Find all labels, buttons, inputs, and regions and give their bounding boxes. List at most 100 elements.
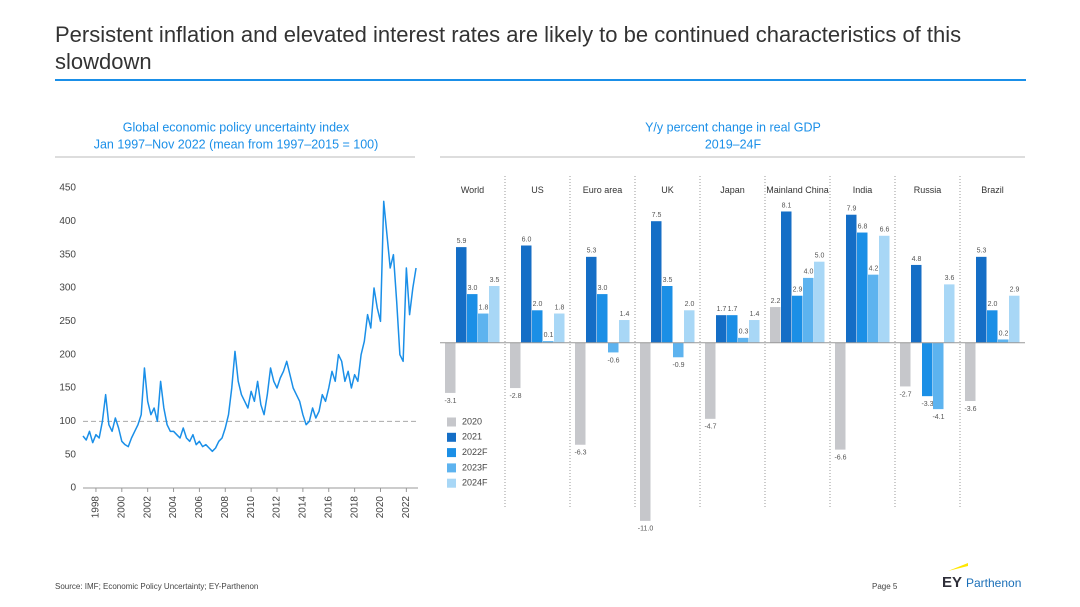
value-label: 5.9 bbox=[457, 238, 467, 245]
value-label: 0.2 bbox=[999, 330, 1009, 337]
category-label-box: India bbox=[852, 185, 873, 195]
category-label-box: Mainland China bbox=[766, 185, 829, 195]
x-tick-label: 2020 bbox=[375, 496, 386, 519]
value-label: -3.6 bbox=[964, 406, 976, 413]
value-label: -2.7 bbox=[899, 391, 911, 398]
bar bbox=[835, 342, 846, 450]
value-label: 5.0 bbox=[815, 253, 825, 260]
title-rule bbox=[55, 79, 1026, 81]
value-label: 2.0 bbox=[685, 301, 695, 308]
category-label-box: Japan bbox=[720, 185, 745, 195]
value-label: -4.1 bbox=[932, 414, 944, 421]
bar bbox=[651, 221, 662, 343]
x-tick-label: 2014 bbox=[298, 496, 309, 519]
bar bbox=[467, 294, 478, 343]
legend-swatch bbox=[447, 432, 456, 442]
y-tick-label: 200 bbox=[59, 349, 76, 360]
bar bbox=[716, 315, 727, 343]
value-label: 5.3 bbox=[587, 248, 597, 255]
bar bbox=[586, 256, 597, 343]
value-label: -6.6 bbox=[834, 454, 846, 461]
bar bbox=[911, 264, 922, 343]
category-label: Russia bbox=[913, 185, 942, 195]
bar bbox=[673, 342, 684, 358]
value-label: 1.4 bbox=[750, 311, 760, 318]
bar bbox=[510, 342, 521, 389]
value-label: 7.5 bbox=[652, 212, 662, 219]
y-tick-label: 450 bbox=[59, 183, 76, 194]
value-label: 3.0 bbox=[468, 285, 478, 292]
category-label-box: Russia bbox=[913, 185, 942, 195]
x-tick-label: 2012 bbox=[272, 496, 283, 519]
bar bbox=[456, 247, 467, 343]
bar bbox=[998, 339, 1009, 343]
bar bbox=[445, 342, 456, 393]
x-tick-label: 2016 bbox=[323, 496, 334, 519]
value-label: -2.8 bbox=[509, 393, 521, 400]
bar bbox=[976, 256, 987, 343]
value-label: -0.9 bbox=[672, 362, 684, 369]
bar bbox=[987, 310, 998, 343]
chart-subtitle: 2019–24F bbox=[705, 137, 762, 151]
value-label: 0.3 bbox=[739, 329, 749, 336]
bar bbox=[705, 342, 716, 419]
bar bbox=[727, 315, 738, 343]
bar bbox=[965, 342, 976, 402]
bar bbox=[738, 337, 749, 343]
bar bbox=[814, 261, 825, 343]
category-label: World bbox=[460, 185, 485, 195]
brand: Parthenon bbox=[966, 576, 1021, 590]
bar bbox=[781, 211, 792, 343]
y-tick-label: 250 bbox=[59, 316, 76, 327]
bar bbox=[900, 342, 911, 387]
y-tick-label: 150 bbox=[59, 383, 76, 394]
logo: EY bbox=[942, 574, 962, 591]
bar bbox=[521, 245, 532, 343]
value-label: 0.1 bbox=[544, 332, 554, 339]
value-label: 3.0 bbox=[598, 285, 608, 292]
x-tick-label: 2010 bbox=[246, 496, 257, 519]
x-tick-label: 2002 bbox=[142, 496, 153, 519]
category-label-box: World bbox=[460, 185, 485, 195]
bar bbox=[489, 286, 500, 343]
bar bbox=[478, 313, 489, 343]
value-label: 1.8 bbox=[479, 304, 489, 311]
value-label: 1.4 bbox=[620, 311, 630, 318]
value-label: 2.9 bbox=[1010, 287, 1020, 294]
value-label: 2.0 bbox=[988, 301, 998, 308]
chart-title: Global economic policy uncertainty index bbox=[123, 120, 350, 134]
category-label: UK bbox=[661, 185, 674, 195]
y-tick-label: 400 bbox=[59, 216, 76, 227]
bar bbox=[662, 286, 673, 343]
category-label-box: UK bbox=[661, 185, 674, 195]
category-label: Mainland China bbox=[766, 185, 829, 195]
category-label-box: Brazil bbox=[981, 185, 1004, 195]
y-tick-label: 0 bbox=[70, 483, 76, 494]
bar bbox=[922, 342, 933, 397]
y-tick-label: 350 bbox=[59, 249, 76, 260]
bar bbox=[846, 214, 857, 343]
value-label: 5.3 bbox=[977, 248, 987, 255]
category-label-box: Euro area bbox=[583, 185, 623, 195]
bar bbox=[868, 274, 879, 343]
bar bbox=[803, 277, 814, 343]
bar bbox=[792, 295, 803, 343]
source-note: Source: IMF; Economic Policy Uncertainty… bbox=[55, 582, 258, 591]
x-tick-label: 1998 bbox=[91, 496, 102, 519]
value-label: 6.8 bbox=[858, 223, 868, 230]
bar bbox=[554, 313, 565, 343]
legend-label: 2022F bbox=[462, 447, 488, 457]
page-number: Page 5 bbox=[872, 582, 898, 591]
x-tick-label: 2008 bbox=[220, 496, 231, 519]
data-line bbox=[82, 200, 417, 453]
value-label: -0.6 bbox=[607, 357, 619, 364]
value-label: 6.6 bbox=[880, 227, 890, 234]
value-label: 8.1 bbox=[782, 202, 792, 209]
bar bbox=[532, 310, 543, 343]
category-label: India bbox=[852, 185, 873, 195]
bar bbox=[575, 342, 586, 445]
legend-label: 2024F bbox=[462, 478, 488, 488]
x-tick-label: 2018 bbox=[349, 496, 360, 519]
